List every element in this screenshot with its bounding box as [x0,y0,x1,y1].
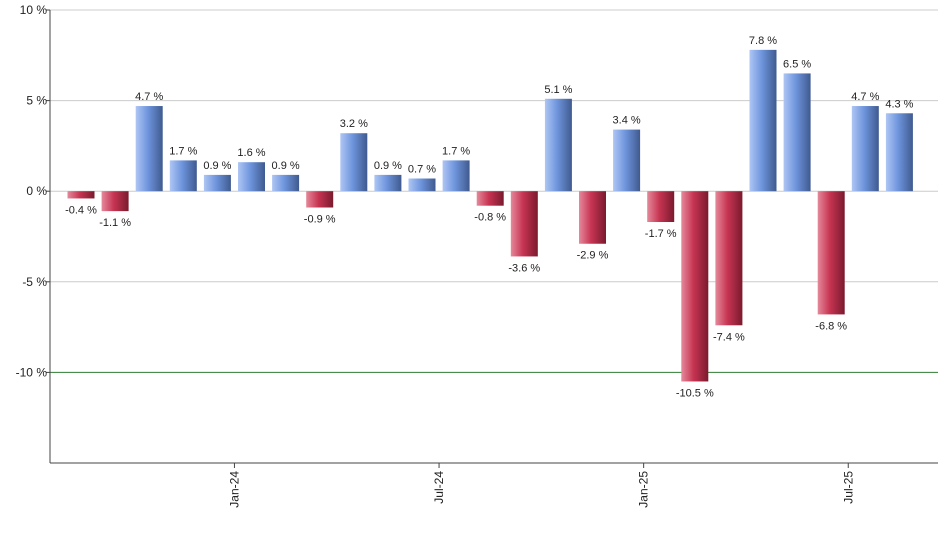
bar [272,174,300,192]
bar [579,191,606,244]
data-label: -0.4 % [65,204,97,216]
data-label: -6.8 % [815,320,847,332]
bar [783,73,811,192]
bar [135,106,163,192]
bar [203,174,231,192]
bar [715,191,743,326]
x-tick-label: Jan-24 [227,471,241,508]
data-label: -0.8 % [474,212,506,224]
data-label: -1.1 % [99,217,131,229]
y-tick-label: -10 % [16,365,48,379]
bar [340,133,368,192]
data-label: 4.3 % [885,98,913,110]
data-label: -1.7 % [645,228,677,240]
y-tick-label: 5 % [26,94,47,108]
bars [67,49,913,382]
bar [101,191,129,212]
bar [749,49,777,192]
data-label: -7.4 % [713,331,745,343]
data-label: 6.5 % [783,58,811,70]
y-tick-label: -5 % [22,275,47,289]
y-tick-label: 10 % [20,3,48,17]
bar [476,191,504,206]
data-label: 4.7 % [851,91,879,103]
bar [544,98,572,192]
data-label: 0.7 % [408,164,436,176]
x-tick-label: Jul-25 [841,471,855,504]
bar [647,191,675,223]
data-label: 1.7 % [442,145,470,157]
bar [817,191,845,315]
data-labels: -0.4 %-1.1 % 4.7 % 1.7 % 0.9 % 1.6 % 0.9 % -0.… [65,35,914,400]
data-label: 7.8 % [749,35,777,47]
bar [408,178,436,192]
x-tick-label: Jan-25 [637,471,651,508]
data-label: 1.7 % [169,145,197,157]
data-label: 0.9 % [374,160,402,172]
x-tick-label: Jul-24 [432,471,446,504]
data-label: -3.6 % [508,262,540,274]
bar [169,160,197,192]
bar [851,106,879,192]
data-label: 4.7 % [135,91,163,103]
data-label: 3.4 % [613,115,641,127]
bar [885,113,913,192]
data-label: 0.9 % [203,160,231,172]
bar [613,129,641,192]
data-label: -0.9 % [304,214,336,226]
bar [67,191,95,199]
data-label: 5.1 % [544,84,572,96]
bar [681,191,709,382]
bar [442,160,470,192]
bar [510,191,538,257]
y-tick-label: 0 % [26,184,47,198]
data-label: 1.6 % [237,147,265,159]
data-label: -10.5 % [676,387,714,399]
bar [306,191,334,208]
bar [238,162,265,192]
axes: 10 % 5 % 0 % -5 % -10 % Jan-24 Jul-24 Jan-25 Jul… [16,3,938,508]
data-label: 0.9 % [272,160,300,172]
bar [374,174,402,192]
data-label: -2.9 % [577,250,609,262]
data-label: 3.2 % [340,118,368,130]
